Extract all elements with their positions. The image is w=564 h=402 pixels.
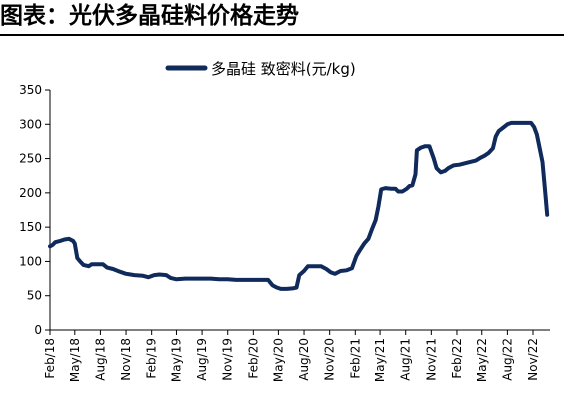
x-tick-label: Nov/19 (221, 338, 235, 381)
x-tick-label: Aug/22 (500, 338, 514, 381)
x-tick-label: Nov/22 (526, 338, 540, 381)
legend: 多晶硅 致密料(元/kg) (165, 60, 356, 78)
y-tick-label: 100 (19, 254, 42, 268)
figure-title: 图表：光伏多晶硅料价格走势 (0, 3, 299, 29)
x-tick-label: May/22 (475, 338, 489, 382)
x-axis: Feb/18 May/18 Aug/18 Nov/18 Feb/19 May/19 Aug/… (43, 329, 550, 382)
x-tick-label: May/21 (373, 338, 387, 382)
y-tick-label: 200 (19, 186, 42, 200)
legend-label: 多晶硅 致密料(元/kg) (211, 60, 356, 78)
x-tick-label: May/20 (271, 338, 285, 382)
y-tick-label: 50 (27, 289, 42, 303)
y-tick-label: 250 (19, 152, 42, 166)
y-tick-label: 300 (19, 117, 42, 131)
y-tick-label: 150 (19, 220, 42, 234)
x-tick-label: Feb/19 (145, 338, 159, 379)
x-tick-label: May/18 (68, 338, 82, 382)
y-tick-label: 350 (19, 83, 42, 97)
x-tick-label: Aug/21 (399, 338, 413, 381)
x-tick-label: Aug/18 (93, 338, 107, 381)
y-tick-label: 0 (34, 323, 42, 337)
x-tick-label: Feb/22 (450, 338, 464, 379)
x-tick-label: Feb/20 (246, 338, 260, 379)
x-tick-label: Aug/20 (297, 338, 311, 381)
x-tick-label: Feb/18 (43, 338, 57, 379)
x-tick-label: Nov/20 (323, 338, 337, 381)
x-tick-label: May/19 (169, 338, 183, 382)
y-axis: 0 50 100 150 200 250 300 350 (19, 83, 51, 337)
x-tick-label: Feb/21 (348, 338, 362, 379)
x-tick-label: Aug/19 (195, 338, 209, 381)
x-tick-label: Nov/18 (119, 338, 133, 381)
x-tick-label: Nov/21 (424, 338, 438, 381)
title-rule (0, 34, 564, 36)
series-line (48, 120, 550, 291)
